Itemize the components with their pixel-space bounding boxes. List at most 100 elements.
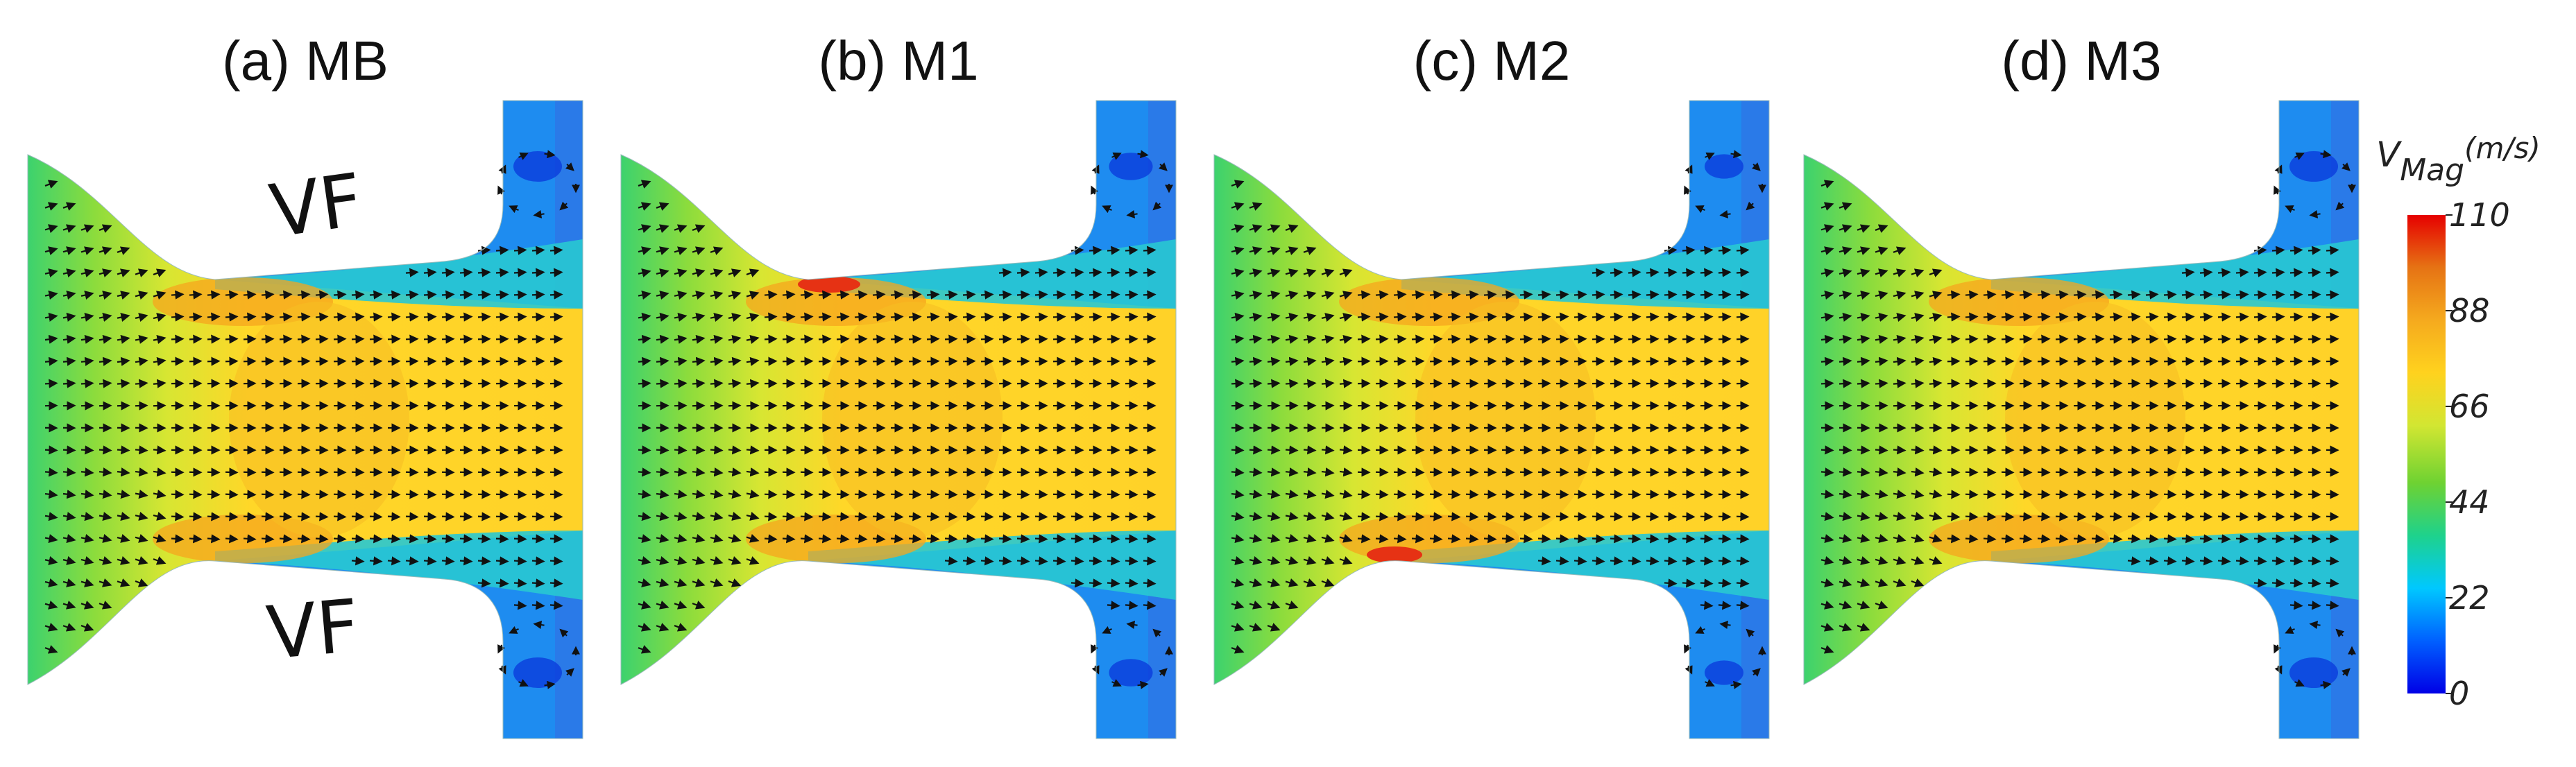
velocity-vector	[44, 312, 58, 322]
velocity-vector	[746, 268, 760, 277]
recirculation-vector	[565, 668, 574, 677]
velocity-vector	[2217, 334, 2231, 344]
velocity-vector	[1375, 534, 1389, 544]
velocity-vector	[423, 534, 437, 544]
velocity-vector	[2019, 490, 2033, 499]
velocity-vector	[99, 356, 112, 366]
velocity-vector	[638, 246, 651, 255]
velocity-vector	[99, 467, 112, 477]
velocity-vector	[2163, 556, 2177, 566]
velocity-vector	[944, 534, 958, 544]
velocity-vector	[1034, 534, 1048, 544]
velocity-vector	[2109, 490, 2123, 499]
velocity-vector	[2091, 534, 2105, 544]
velocity-vector	[2073, 290, 2087, 300]
velocity-vector	[1267, 445, 1281, 455]
velocity-vector	[279, 534, 293, 544]
velocity-vector	[1501, 356, 1515, 366]
velocity-vector	[1321, 313, 1335, 322]
velocity-vector	[980, 534, 994, 544]
velocity-vector	[1839, 312, 1852, 322]
velocity-vector	[692, 356, 706, 366]
velocity-vector	[1357, 334, 1371, 344]
velocity-vector	[1875, 379, 1888, 388]
recirculation-vector	[1752, 162, 1761, 171]
velocity-vector	[1555, 334, 1569, 344]
velocity-vector	[423, 290, 437, 300]
velocity-vector	[944, 312, 958, 322]
velocity-vector	[1929, 467, 1943, 477]
velocity-vector	[2091, 290, 2105, 300]
velocity-vector	[746, 556, 760, 565]
velocity-vector	[1357, 312, 1371, 322]
velocity-vector	[1447, 290, 1461, 300]
velocity-vector	[387, 334, 401, 344]
velocity-vector	[1034, 556, 1048, 566]
velocity-vector	[944, 490, 958, 499]
velocity-vector	[44, 623, 58, 632]
colorbar-tick-label: 44	[2449, 483, 2490, 521]
velocity-vector	[315, 490, 329, 499]
velocity-vector	[926, 334, 940, 344]
velocity-vector	[2145, 556, 2159, 566]
velocity-vector	[674, 379, 688, 388]
recirculation-vector	[1684, 185, 1692, 195]
velocity-vector	[638, 601, 651, 610]
velocity-vector	[1628, 268, 1641, 277]
velocity-vector	[1555, 556, 1569, 566]
velocity-vector	[1339, 291, 1353, 300]
velocity-vector	[746, 512, 760, 521]
velocity-vector	[692, 291, 706, 300]
velocity-vector	[1820, 534, 1834, 544]
velocity-vector	[2253, 556, 2267, 566]
velocity-vector	[2145, 490, 2159, 499]
velocity-vector	[1893, 512, 1907, 521]
channel-outline	[27, 100, 583, 739]
velocity-vector	[405, 534, 419, 544]
velocity-vector	[513, 334, 527, 344]
velocity-vector	[728, 268, 742, 277]
velocity-vector	[1249, 601, 1263, 610]
recirculation-vector	[2320, 150, 2332, 159]
velocity-vector	[890, 334, 904, 344]
velocity-vector	[1857, 556, 1870, 565]
velocity-vector	[1983, 356, 1997, 366]
velocity-vector	[1303, 490, 1317, 499]
velocity-vector	[656, 512, 669, 522]
velocity-vector	[1231, 645, 1245, 654]
velocity-vector	[1321, 534, 1335, 543]
velocity-vector	[1929, 556, 1943, 565]
velocity-vector	[1857, 512, 1870, 522]
velocity-vector	[2181, 334, 2195, 344]
velocity-vector	[1267, 312, 1281, 322]
velocity-vector	[1501, 534, 1515, 544]
velocity-vector	[1682, 312, 1696, 322]
center-zone	[1415, 302, 1596, 537]
velocity-vector	[710, 313, 724, 322]
velocity-vector	[1231, 578, 1245, 587]
velocity-vector	[333, 534, 347, 544]
velocity-vector	[1610, 268, 1623, 277]
velocity-vector	[477, 556, 491, 566]
velocity-vector	[297, 534, 311, 544]
velocity-vector	[926, 490, 940, 499]
velocity-vector	[1303, 268, 1317, 277]
velocity-vector	[2037, 534, 2051, 544]
velocity-vector	[477, 490, 491, 499]
velocity-vector	[1249, 312, 1263, 322]
velocity-vector	[1628, 334, 1641, 344]
recirculation-vector	[1126, 209, 1138, 218]
velocity-vector	[764, 290, 778, 300]
panel-title-b: (b) M1	[818, 30, 978, 92]
velocity-vector	[1016, 268, 1030, 277]
velocity-vector	[153, 467, 167, 477]
velocity-vector	[62, 623, 76, 632]
velocity-vector	[818, 334, 832, 344]
recirculation-vector	[1705, 679, 1715, 687]
velocity-vector	[1646, 556, 1660, 566]
velocity-vector	[2289, 334, 2303, 344]
velocity-vector	[171, 356, 185, 366]
velocity-vector	[1820, 578, 1834, 587]
velocity-vector	[549, 556, 563, 566]
velocity-vector	[656, 578, 669, 587]
